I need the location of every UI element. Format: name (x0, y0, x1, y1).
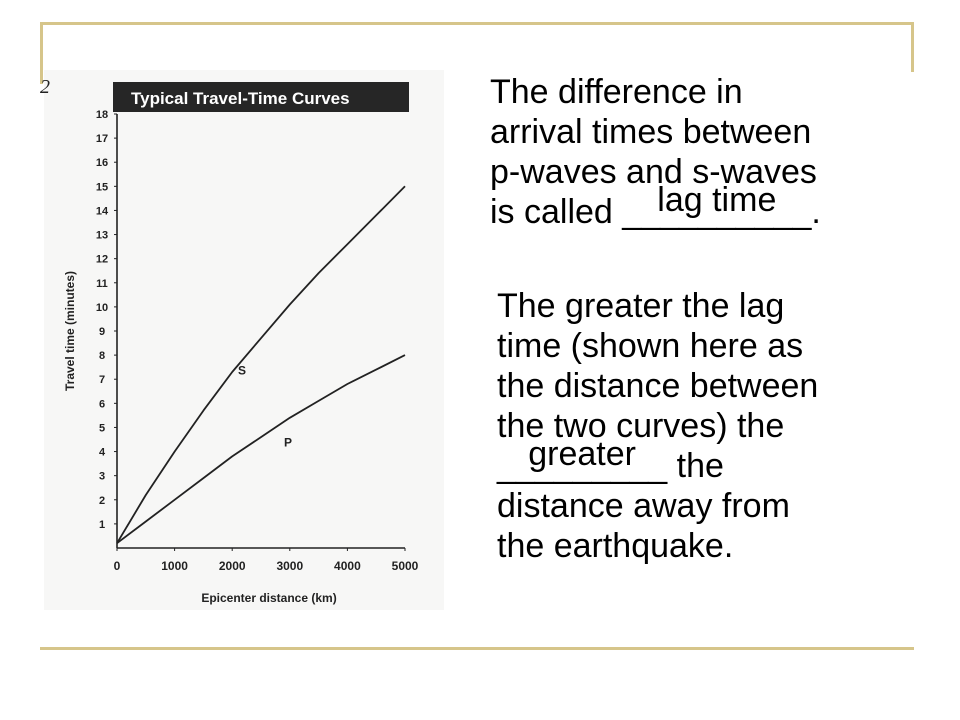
p1-line-4-prefix: is called (490, 193, 623, 231)
y-tick-label: 5 (99, 422, 105, 434)
y-tick-label: 8 (99, 350, 105, 362)
y-tick-label: 18 (96, 109, 108, 121)
answer-lag-time: lag time (657, 181, 777, 219)
y-tick-label: 16 (96, 157, 108, 169)
p1-line-4: is called __________ lag time. (490, 181, 910, 232)
answer-greater: greater (528, 435, 636, 473)
y-tick-label: 2 (99, 495, 105, 507)
y-tick-label: 17 (96, 133, 108, 145)
x-tick-label: 1000 (161, 559, 188, 573)
x-axis-label: Epicenter distance (km) (201, 591, 336, 605)
chart-title: Typical Travel-Time Curves (131, 89, 350, 108)
series-p-curve (116, 354, 406, 544)
fill-blank-1: __________ lag time (622, 181, 812, 232)
y-tick-label: 9 (99, 326, 105, 338)
question-paragraph-2: The greater the lag time (shown here as … (497, 286, 917, 566)
slide-frame-top (40, 22, 914, 25)
curve-label-p: P (284, 436, 292, 450)
p2-line-2: time (shown here as (497, 327, 804, 365)
blank-underscores-1: __________ (622, 193, 812, 231)
p2-line-7: the earthquake. (497, 527, 734, 565)
p2-line-3: the distance between (497, 367, 819, 405)
curve-label-s: S (238, 363, 246, 377)
slide-frame-bottom (40, 647, 914, 650)
p1-line-3: p-waves and s-waves (490, 153, 817, 191)
p2-line-4: the two curves) the (497, 407, 785, 445)
y-tick-label: 13 (96, 230, 108, 242)
x-tick-label: 0 (114, 559, 121, 573)
p2-line-5: _________ greater the (497, 435, 917, 486)
y-tick-label: 11 (96, 278, 108, 290)
p2-line-5-suffix: the (667, 447, 724, 485)
scanned-chart-background (44, 70, 444, 610)
p1-line-1: The difference in (490, 73, 743, 111)
travel-time-chart: Typical Travel-Time Curves12345678910111… (63, 82, 419, 605)
slide-frame-left (40, 22, 43, 84)
y-tick-label: 10 (96, 302, 108, 314)
x-tick-label: 5000 (392, 559, 419, 573)
chart-title-banner (113, 82, 409, 112)
x-tick-label: 3000 (276, 559, 303, 573)
x-tick-label: 2000 (219, 559, 246, 573)
y-tick-label: 12 (96, 254, 108, 266)
y-tick-label: 1 (99, 519, 105, 531)
p2-line-1: The greater the lag (497, 287, 785, 325)
fill-blank-2: _________ greater (497, 435, 668, 486)
p1-line-2: arrival times between (490, 113, 812, 151)
y-tick-label: 4 (99, 447, 106, 459)
y-axis-label: Travel time (minutes) (63, 271, 77, 391)
y-tick-label: 15 (96, 181, 108, 193)
blank-underscores-2: _________ (497, 447, 668, 485)
x-tick-label: 4000 (334, 559, 361, 573)
question-paragraph-1: The difference in arrival times between … (490, 72, 910, 232)
y-tick-label: 14 (96, 205, 109, 217)
figure-label: 2 (40, 76, 50, 98)
y-tick-label: 7 (99, 374, 105, 386)
y-tick-label: 6 (99, 398, 105, 410)
p1-line-4-suffix: . (811, 193, 821, 231)
slide-frame-right (911, 22, 914, 72)
p2-line-6: distance away from (497, 487, 790, 525)
series-s-curve (116, 185, 406, 544)
y-tick-label: 3 (99, 471, 105, 483)
